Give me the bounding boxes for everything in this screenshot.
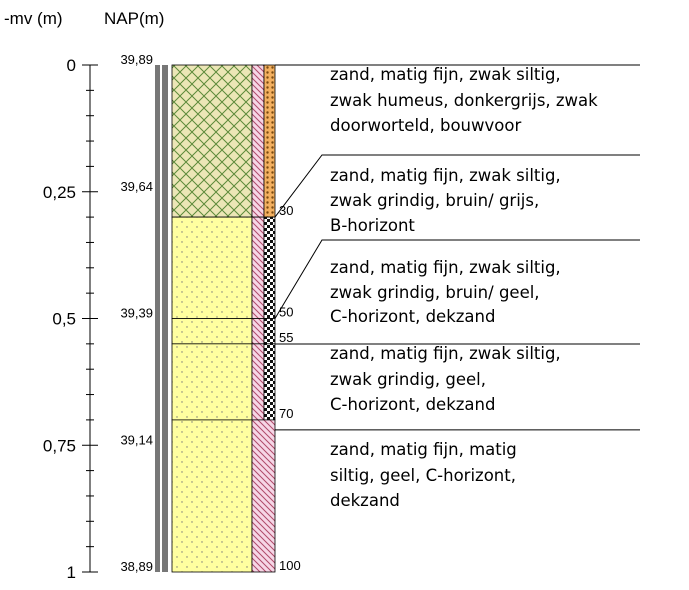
layer-main (172, 420, 252, 572)
layer-description: siltig, geel, C-horizont, (330, 466, 516, 485)
depth-label: 0 (67, 56, 76, 75)
layer-hatch (252, 319, 264, 344)
layer-description: zand, matig fijn, zwak siltig, (330, 344, 561, 363)
layer-gravel (264, 65, 275, 217)
stripe (155, 65, 160, 572)
layer-description: zwak grindig, geel, (330, 370, 486, 389)
layer-gravel (264, 217, 275, 318)
layer-bottom-label: 100 (279, 558, 301, 573)
layer-bottom-label: 55 (279, 330, 293, 345)
layer-description: zwak grindig, bruin/ grijs, (330, 191, 539, 210)
nap-axis-title: NAP(m) (104, 9, 164, 28)
layer-description: zand, matig fijn, zwak siltig, (330, 166, 561, 185)
nap-label: 39,14 (120, 432, 153, 447)
layer-main (172, 319, 252, 344)
nap-label: 39,64 (120, 179, 153, 194)
layer-description: dekzand (330, 491, 400, 510)
layer-main (172, 65, 252, 217)
layer-description: C-horizont, dekzand (330, 307, 495, 326)
layer-description: B-horizont (330, 216, 415, 235)
layer-bottom-label: 70 (279, 406, 293, 421)
layer-description: zand, matig fijn, zwak siltig, (330, 65, 561, 84)
stripe (162, 65, 168, 572)
layer-description: zwak grindig, bruin/ geel, (330, 283, 540, 302)
layer-bottom-label: 50 (279, 305, 293, 320)
nap-label: 39,89 (120, 52, 153, 67)
layer-hatch (252, 65, 264, 217)
nap-label: 38,89 (120, 559, 153, 574)
layer-hatch (252, 344, 264, 420)
layer-gravel (264, 344, 275, 420)
depth-axis-title: -mv (m) (4, 9, 63, 28)
layer-description: doorworteld, bouwvoor (330, 116, 521, 135)
nap-label: 39,39 (120, 306, 153, 321)
layer-main (172, 344, 252, 420)
layer-description: zand, matig fijn, zwak siltig, (330, 258, 561, 277)
layer-description: zand, matig fijn, matig (330, 440, 517, 459)
layer-bottom-label: 30 (279, 203, 293, 218)
depth-label: 0,5 (52, 310, 76, 329)
layer-main (172, 217, 252, 318)
depth-label: 0,25 (43, 183, 76, 202)
layer-gravel (264, 319, 275, 344)
depth-label: 0,75 (43, 436, 76, 455)
layer-description: C-horizont, dekzand (330, 395, 495, 414)
layer-hatch (252, 420, 275, 572)
layer-description: zwak humeus, donkergrijs, zwak (330, 91, 598, 110)
boring-log: -mv (m) NAP(m) 0 39,89 0,25 39,64 0,5 39,39 0,… (0, 0, 689, 586)
layer-hatch (252, 217, 264, 318)
depth-label: 1 (67, 563, 76, 582)
